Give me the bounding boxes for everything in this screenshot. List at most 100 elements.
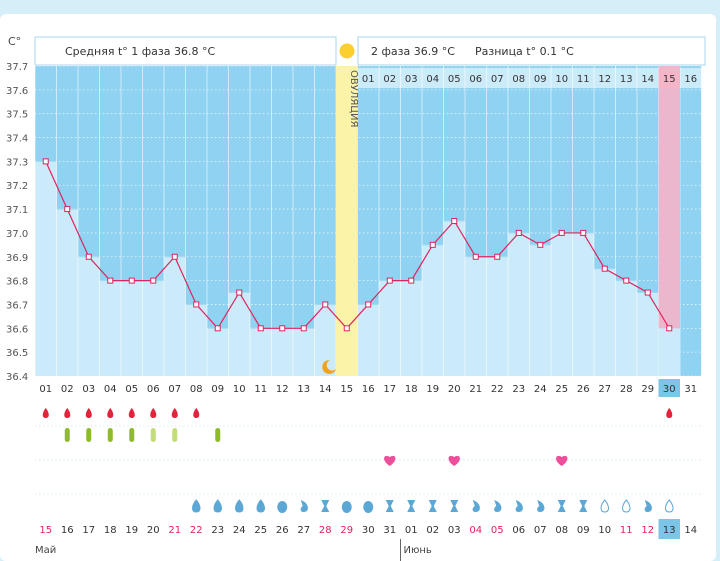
mucus-sticky-icon [579,500,588,512]
temperature-point [42,158,49,165]
mucus-creamy-icon [472,500,480,512]
moon-icon [322,359,336,374]
mucus-egg-icon [277,501,288,513]
discharge-bar-icon [172,428,178,442]
temperature-point [300,325,307,332]
cycle-day-label: 07 [168,384,181,395]
temperature-column [572,232,594,376]
month-label: Июнь [404,545,432,556]
temperature-column [508,232,530,376]
mucus-creamy-icon [300,500,308,512]
mucus-drop-icon [213,499,222,513]
temperature-column [121,280,143,376]
temperature-point [558,229,565,236]
y-tick-label: 37.3 [6,157,28,168]
temperature-point [85,253,92,260]
temperature-point [107,277,114,284]
highlighted-day-band [658,66,680,376]
cycle-day-label: 01 [39,384,52,395]
calendar-day-highlight [658,519,680,539]
intercourse-heart-icon [556,455,568,466]
mucus-drop-icon [665,499,674,513]
bleeding-drop-icon [85,408,92,418]
temperature-point [150,277,157,284]
calendar-day-label: 31 [383,525,396,536]
luteal-day-label: 10 [555,74,568,85]
temperature-column [422,244,444,376]
calendar-day-label: 18 [104,525,117,536]
calendar-day-label: 30 [362,525,375,536]
cycle-day-label: 23 [512,384,525,395]
bleeding-drop-icon [666,408,673,418]
mucus-creamy-icon [494,500,502,512]
cycle-day-label: 21 [469,384,482,395]
y-tick-label: 36.4 [6,372,28,383]
temperature-column [529,244,551,376]
intercourse-heart-icon [448,455,460,466]
phase2-average: 2 фаза 36.9 °C [371,45,455,58]
temperature-column [35,161,57,376]
cycle-day-label: 05 [125,384,138,395]
mucus-sticky-icon [321,500,330,512]
luteal-day-label: 02 [383,74,396,85]
temperature-column [250,328,272,376]
calendar-day-label: 06 [512,525,525,536]
calendar-day-label: 20 [147,525,160,536]
cycle-day-label: 27 [598,384,611,395]
calendar-day-label: 25 [254,525,267,536]
bleeding-drop-icon [107,408,114,418]
cycle-day-label: 14 [319,384,332,395]
temperature-column [486,256,508,376]
mucus-sticky-icon [428,500,437,512]
luteal-day-label: 16 [684,74,697,85]
cycle-day-label: 09 [211,384,224,395]
cycle-day-highlight [658,379,680,397]
temperature-point [494,253,501,260]
temperature-column [142,280,164,376]
temperature-column [637,292,659,376]
luteal-day-label: 03 [405,74,418,85]
temperature-column [615,280,637,376]
temperature-column [379,280,401,376]
cycle-day-label: 19 [426,384,439,395]
calendar-day-label: 27 [297,525,310,536]
bleeding-drop-icon [64,408,71,418]
cycle-day-label: 03 [82,384,95,395]
luteal-day-label: 14 [641,74,654,85]
temperature-point [365,301,372,308]
temperature-point [193,301,200,308]
temperature-point [580,229,587,236]
temperature-column [443,221,465,376]
phase2-header [357,36,706,66]
calendar-day-label: 29 [340,525,353,536]
calendar-day-label: 13 [663,525,676,536]
temperature-point [472,253,479,260]
intercourse-heart-icon [384,455,396,466]
mucus-egg-icon [341,501,352,513]
cycle-day-label: 22 [491,384,504,395]
unit-label: C° [8,35,21,48]
luteal-day-label: 12 [598,74,611,85]
mucus-egg-icon [363,501,374,513]
temperature-point [171,253,178,260]
y-tick-label: 37.0 [6,229,28,240]
cycle-day-label: 25 [555,384,568,395]
calendar-day-label: 15 [39,525,52,536]
cycle-day-label: 24 [534,384,547,395]
calendar-day-label: 08 [555,525,568,536]
temperature-column [465,256,487,376]
cycle-day-label: 15 [340,384,353,395]
mucus-creamy-icon [515,500,523,512]
calendar-day-label: 09 [577,525,590,536]
luteal-day-label: 11 [577,74,590,85]
calendar-day-label: 17 [82,525,95,536]
luteal-day-label: 04 [426,74,439,85]
temperature-point [537,241,544,248]
temperature-column [594,268,616,376]
calendar-day-label: 03 [448,525,461,536]
cycle-day-label: 17 [383,384,396,395]
temperature-point [623,277,630,284]
temperature-column [228,292,250,376]
calendar-day-label: 14 [684,525,697,536]
temperature-point [257,325,264,332]
